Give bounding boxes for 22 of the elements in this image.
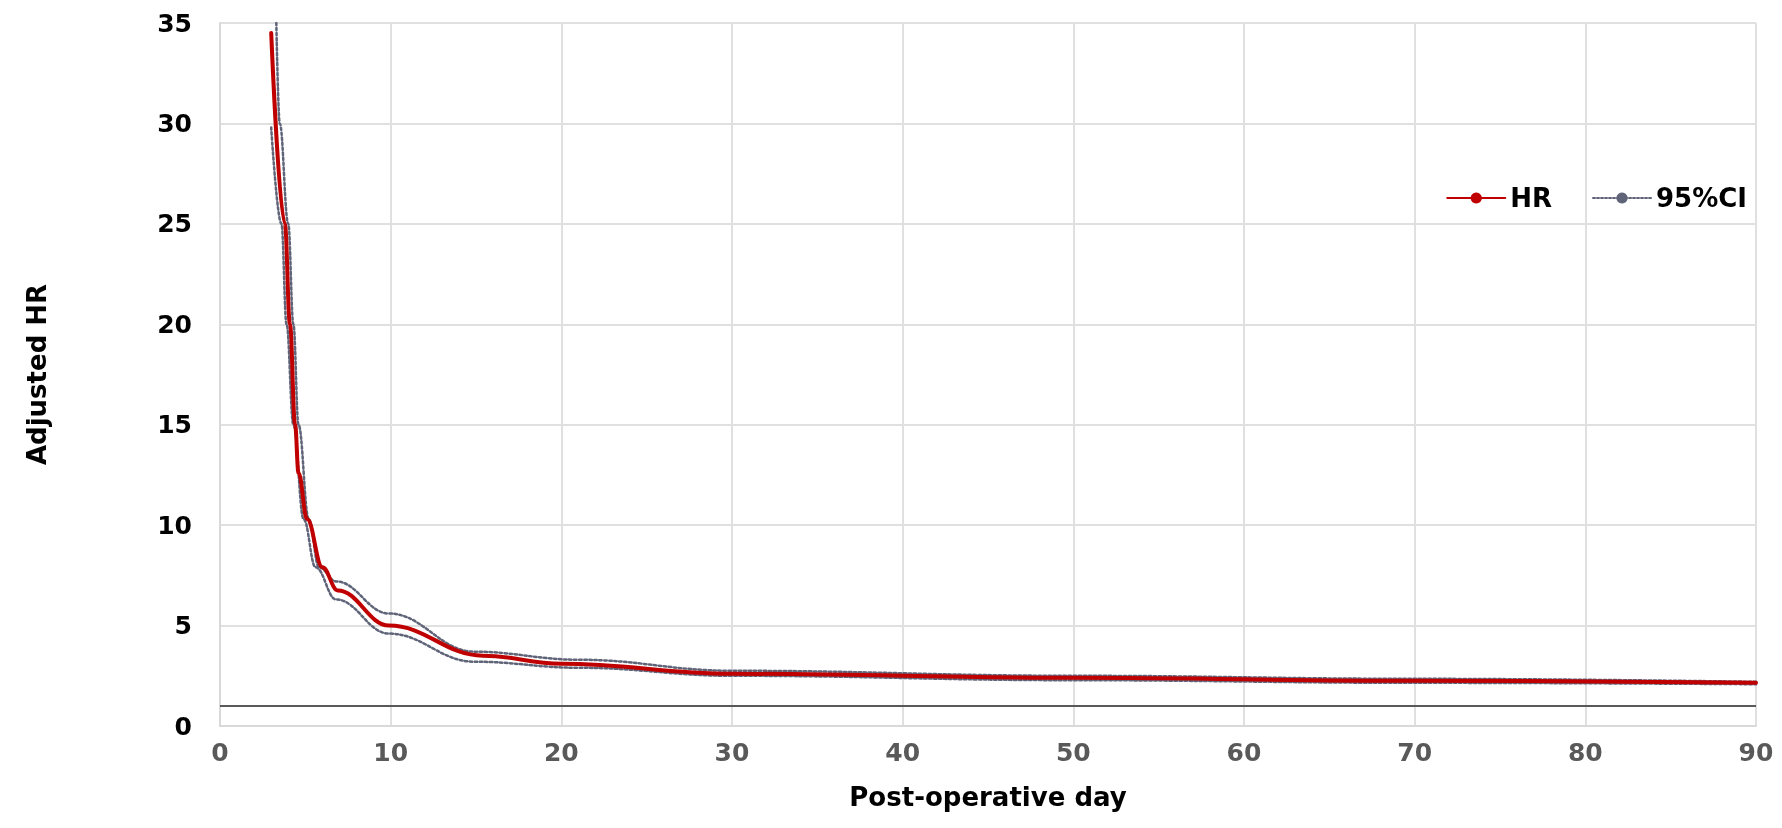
y-tick-label: 15 xyxy=(157,410,192,440)
y-axis-title: Adjusted HR xyxy=(22,283,52,466)
x-tick-label: 60 xyxy=(1226,738,1262,767)
x-tick-label: 10 xyxy=(373,738,409,767)
x-tick-label: 40 xyxy=(885,738,921,767)
x-tick-label: 50 xyxy=(1055,738,1091,767)
x-axis-title: Post-operative day xyxy=(849,782,1127,812)
legend-label: HR xyxy=(1510,183,1553,213)
x-tick-label: 20 xyxy=(543,738,579,767)
y-tick-label: 30 xyxy=(157,108,192,138)
y-tick-label: 0 xyxy=(174,711,192,741)
y-tick-label: 10 xyxy=(157,510,192,540)
x-tick-label: 30 xyxy=(714,738,750,767)
x-tick-label: 70 xyxy=(1397,738,1433,767)
y-tick-label: 5 xyxy=(174,611,192,641)
x-tick-label: 0 xyxy=(211,738,229,767)
x-tick-label: 90 xyxy=(1738,738,1774,767)
y-tick-label: 20 xyxy=(157,309,192,339)
y-tick-label: 25 xyxy=(157,209,192,239)
y-tick-label: 35 xyxy=(157,8,192,38)
x-tick-label: 80 xyxy=(1567,738,1603,767)
legend-label: 95%CI xyxy=(1656,183,1748,213)
